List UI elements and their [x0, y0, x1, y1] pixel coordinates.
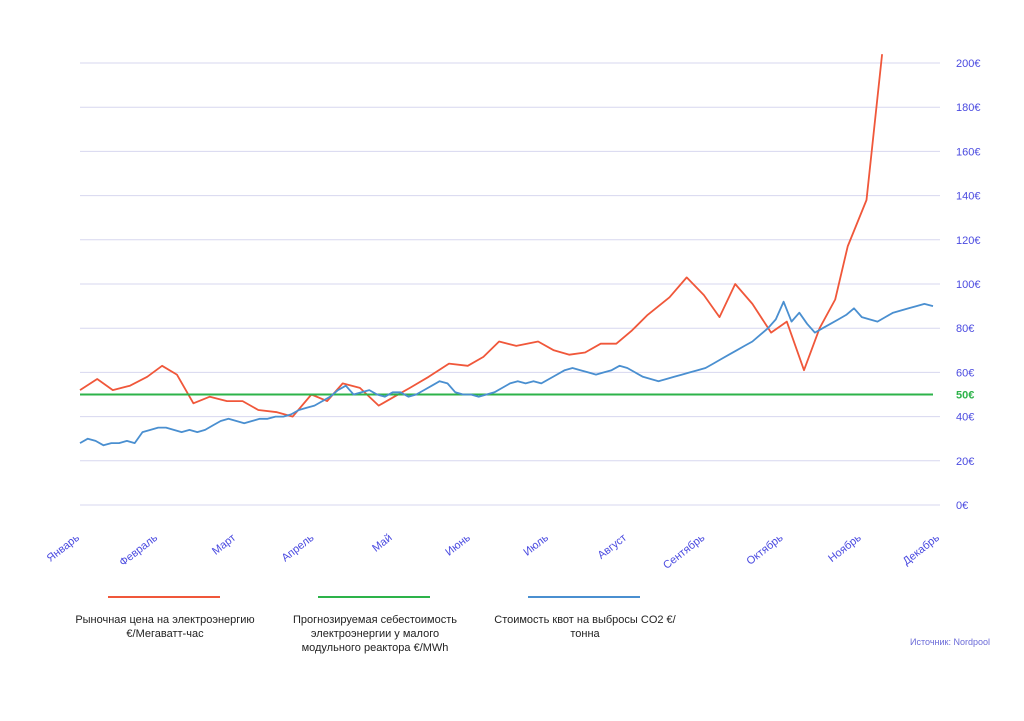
- y-tick-label: 40€: [956, 412, 974, 424]
- y-tick-label: 0€: [956, 500, 968, 512]
- y-tick-label: 50€: [956, 390, 974, 402]
- source-note: Источник: Nordpool: [910, 637, 990, 647]
- y-tick-label: 140€: [956, 191, 980, 203]
- legend-label-market-price: Рыночная цена на электроэнергию €/Мегава…: [75, 614, 255, 640]
- x-tick-label: Ноябрь: [826, 532, 864, 565]
- legend-line-smr-cost: [318, 596, 430, 598]
- x-tick-label: Июль: [521, 532, 551, 559]
- y-tick-label: 180€: [956, 102, 980, 114]
- y-tick-label: 60€: [956, 367, 974, 379]
- x-tick-label: Декабрь: [901, 532, 942, 568]
- y-tick-label: 80€: [956, 323, 974, 335]
- y-tick-label: 100€: [956, 279, 980, 291]
- x-tick-label: Февраль: [117, 532, 160, 569]
- x-tick-label: Сентябрь: [661, 532, 707, 572]
- x-tick-label: Март: [210, 532, 238, 558]
- y-tick-label: 160€: [956, 146, 980, 158]
- y-tick-label: 20€: [956, 456, 974, 468]
- legend-label-co2-price: Стоимость квот на выбросы CO2 €/тонна: [494, 614, 676, 640]
- legend-label-smr-cost: Прогнозируемая себестоимость электроэнер…: [292, 614, 457, 654]
- x-tick-label: Январь: [45, 532, 82, 565]
- y-tick-label: 120€: [956, 235, 980, 247]
- series-line-market-price: [79, 54, 883, 418]
- y-tick-label: 200€: [956, 58, 980, 70]
- legend-line-co2-price: [528, 596, 640, 598]
- x-tick-label: Август: [596, 532, 629, 562]
- legend-line-market-price: [108, 596, 220, 598]
- x-tick-label: Май: [370, 532, 394, 555]
- x-tick-label: Апрель: [280, 532, 317, 565]
- series-line-co2-price: [79, 300, 934, 447]
- x-tick-label: Июнь: [443, 532, 473, 559]
- x-tick-label: Октябрь: [744, 532, 785, 568]
